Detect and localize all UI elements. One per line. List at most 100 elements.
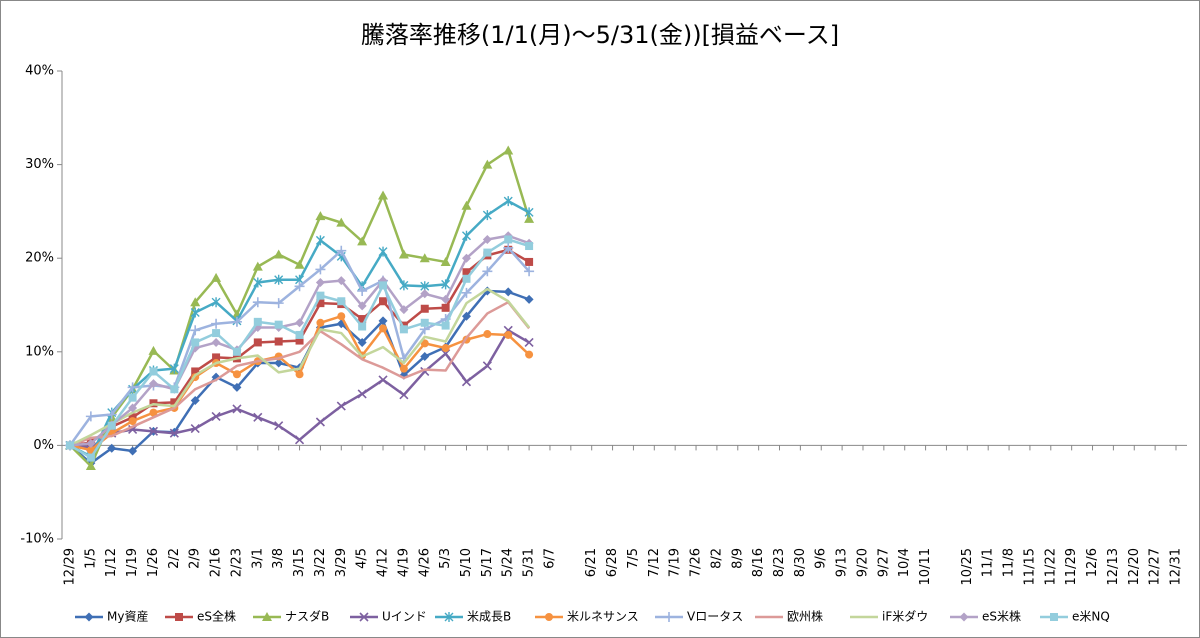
- series: [69, 287, 531, 447]
- line: [69, 287, 531, 447]
- marker: [294, 281, 305, 292]
- x-tick-label: 9/13: [835, 548, 850, 577]
- marker: [420, 318, 429, 327]
- x-tick-label: 10/11: [918, 548, 933, 585]
- marker: [252, 297, 263, 308]
- x-tick-label: 10/25: [960, 548, 975, 585]
- marker: [85, 411, 96, 422]
- marker: [399, 390, 409, 400]
- marker: [337, 312, 346, 321]
- marker: [503, 196, 513, 207]
- marker: [274, 358, 284, 368]
- marker: [169, 428, 179, 438]
- marker: [420, 351, 430, 361]
- marker: [316, 299, 325, 308]
- marker: [315, 235, 325, 246]
- legend-label: 米ルネサンス: [567, 610, 639, 624]
- marker: [190, 423, 200, 434]
- marker: [482, 159, 493, 169]
- marker: [461, 287, 472, 298]
- x-tick-label: 12/20: [1127, 548, 1142, 585]
- marker: [170, 385, 179, 394]
- x-tick-label: 11/8: [1002, 548, 1017, 577]
- marker: [294, 435, 305, 445]
- legend-label: e米NQ: [1072, 610, 1110, 624]
- marker: [211, 297, 221, 308]
- y-tick-label: 10%: [25, 344, 54, 359]
- x-tick-label: 7/26: [689, 548, 704, 577]
- marker: [379, 297, 388, 306]
- marker: [357, 236, 368, 246]
- marker: [274, 421, 284, 431]
- x-tick-label: 3/29: [334, 548, 349, 577]
- y-tick-label: 40%: [25, 64, 54, 79]
- x-tick-label: 5/3: [438, 548, 453, 569]
- marker: [399, 325, 408, 334]
- x-tick-label: 5/10: [459, 548, 474, 577]
- y-tick-label: 20%: [25, 251, 54, 266]
- marker: [232, 347, 241, 356]
- marker: [295, 330, 304, 339]
- marker: [190, 307, 200, 318]
- marker: [482, 266, 493, 277]
- marker: [461, 230, 471, 241]
- marker: [274, 320, 283, 329]
- marker: [482, 234, 492, 244]
- marker: [211, 318, 222, 329]
- legend-marker: [262, 612, 272, 621]
- legend-marker: [175, 613, 183, 621]
- marker: [420, 304, 429, 313]
- marker: [295, 318, 305, 328]
- x-tick-label: 2/23: [229, 548, 244, 577]
- marker: [525, 350, 534, 359]
- legend-marker: [959, 612, 969, 622]
- marker: [378, 316, 388, 326]
- x-tick-label: 2/16: [209, 548, 224, 577]
- marker: [169, 363, 179, 374]
- marker: [441, 294, 451, 304]
- marker: [212, 353, 221, 362]
- x-tick-label: 11/22: [1043, 548, 1058, 585]
- marker: [274, 274, 284, 285]
- marker: [295, 336, 304, 345]
- marker: [420, 339, 429, 348]
- marker: [211, 337, 221, 347]
- legend-label: 欧州株: [787, 609, 823, 624]
- x-tick-label: 12/6: [1085, 548, 1100, 577]
- marker: [128, 417, 137, 426]
- x-tick-label: 2/9: [188, 548, 203, 569]
- marker: [462, 274, 471, 283]
- marker: [399, 305, 409, 315]
- marker: [128, 393, 137, 402]
- marker: [66, 441, 74, 450]
- marker: [358, 322, 367, 331]
- marker: [503, 242, 514, 253]
- marker: [128, 446, 138, 456]
- legend-marker: [545, 613, 553, 621]
- legend-label: Uインド: [382, 610, 427, 624]
- marker: [253, 412, 263, 422]
- marker: [148, 345, 159, 355]
- x-tick-label: 1/12: [104, 548, 119, 577]
- marker: [107, 443, 117, 453]
- x-tick-label: 2/2: [167, 548, 182, 569]
- series: [65, 231, 534, 450]
- marker: [379, 281, 388, 290]
- marker: [378, 375, 388, 385]
- marker: [107, 421, 116, 430]
- marker: [504, 235, 513, 244]
- marker: [253, 317, 262, 326]
- marker: [420, 289, 430, 299]
- marker: [128, 403, 138, 413]
- marker: [232, 370, 241, 379]
- x-tick-label: 8/2: [709, 548, 724, 569]
- legend-marker: [1050, 613, 1058, 621]
- marker: [191, 338, 200, 347]
- legend-label: eS全株: [197, 609, 236, 624]
- marker: [106, 409, 117, 420]
- legend-marker: [664, 612, 674, 622]
- x-tick-label: 4/26: [417, 548, 432, 577]
- marker: [461, 200, 472, 210]
- x-tick-label: 8/30: [793, 548, 808, 577]
